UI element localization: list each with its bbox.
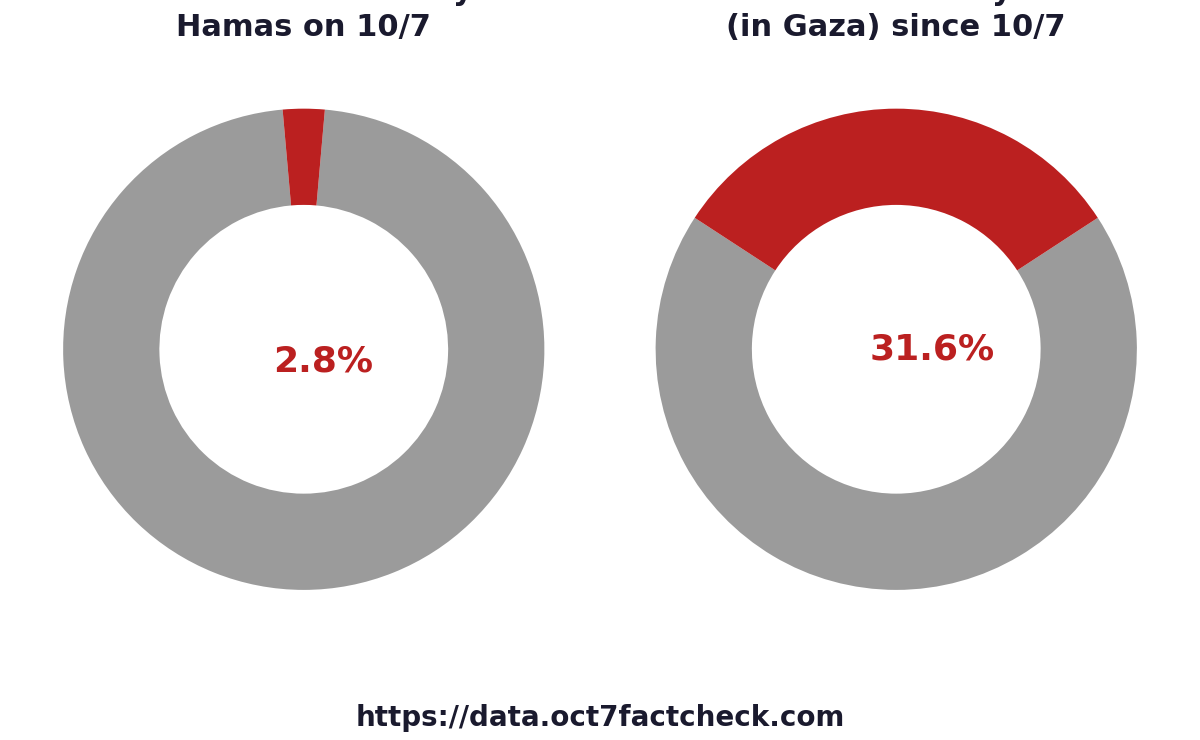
Title: % children killed by
Hamas on 10/7: % children killed by Hamas on 10/7 (134, 0, 473, 41)
Text: 2.8%: 2.8% (274, 344, 373, 378)
Wedge shape (64, 110, 545, 590)
Text: https://data.oct7factcheck.com: https://data.oct7factcheck.com (355, 704, 845, 732)
Text: 31.6%: 31.6% (870, 332, 995, 366)
Wedge shape (283, 109, 325, 206)
Wedge shape (695, 109, 1098, 270)
Title: % children killed by Israel
(in Gaza) since 10/7: % children killed by Israel (in Gaza) si… (674, 0, 1118, 41)
Wedge shape (655, 218, 1136, 590)
